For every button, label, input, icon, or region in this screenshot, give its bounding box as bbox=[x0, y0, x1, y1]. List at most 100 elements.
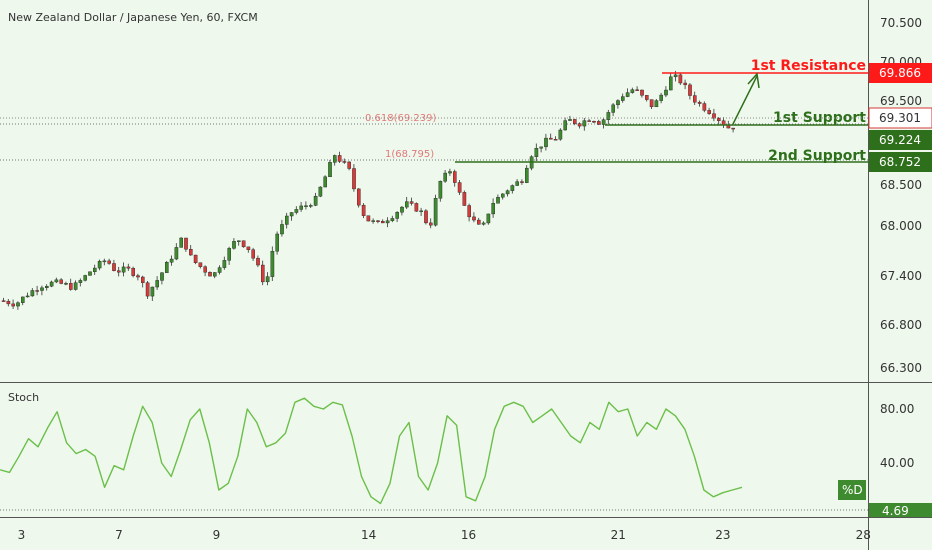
candle-up bbox=[448, 171, 452, 174]
candle-down bbox=[261, 264, 265, 283]
candle-down bbox=[553, 139, 558, 141]
candle-down bbox=[337, 155, 342, 162]
candle-up bbox=[558, 129, 563, 140]
candle-up bbox=[669, 76, 673, 91]
candle-up bbox=[525, 167, 529, 183]
candle-up bbox=[30, 290, 35, 297]
time-axis[interactable]: 3 7 9 14 16 21 23 28 bbox=[18, 528, 871, 542]
candle-up bbox=[443, 172, 448, 182]
level-price-tag-text: 68.752 bbox=[879, 155, 921, 169]
candle-up bbox=[227, 248, 232, 261]
candle-down bbox=[587, 120, 591, 122]
candle-up bbox=[222, 260, 227, 268]
candle-up bbox=[582, 120, 587, 127]
candle-up bbox=[155, 280, 160, 288]
candle-up bbox=[236, 240, 241, 242]
candle-up bbox=[496, 196, 500, 204]
candle-down bbox=[429, 222, 433, 226]
candle-down bbox=[462, 192, 467, 206]
time-tick-label: 7 bbox=[115, 528, 123, 542]
candle-up bbox=[179, 237, 184, 248]
candle-down bbox=[717, 117, 721, 121]
candle-up bbox=[299, 205, 304, 210]
candle-up bbox=[160, 272, 164, 281]
candle-up bbox=[400, 206, 404, 213]
candle-up bbox=[601, 119, 606, 125]
candle-down bbox=[549, 137, 553, 140]
candle-up bbox=[304, 205, 308, 207]
level-price-tag bbox=[869, 63, 932, 83]
candle-up bbox=[217, 267, 222, 273]
candle-down bbox=[246, 246, 251, 250]
candle-down bbox=[198, 262, 203, 267]
candle-down bbox=[688, 84, 692, 96]
candle-down bbox=[640, 89, 644, 96]
candle-down bbox=[477, 219, 481, 225]
price-axis[interactable]: 70.50070.00069.50068.50068.00067.40066.8… bbox=[868, 16, 932, 375]
candle-up bbox=[664, 89, 668, 96]
price-candles bbox=[1, 70, 735, 310]
candle-up bbox=[25, 295, 30, 298]
candle-up bbox=[97, 260, 102, 269]
candle-up bbox=[54, 279, 59, 283]
fib-level-label: 0.618(69.239) bbox=[365, 113, 437, 124]
candle-up bbox=[289, 212, 294, 217]
candle-up bbox=[309, 205, 313, 207]
candle-down bbox=[112, 263, 116, 271]
level-price-tag-text: 69.224 bbox=[879, 133, 921, 147]
candle-down bbox=[241, 240, 246, 248]
fib-level-label: 1(68.795) bbox=[385, 149, 434, 160]
candle-down bbox=[381, 221, 385, 224]
level-price-tag bbox=[869, 152, 932, 172]
candle-up bbox=[333, 155, 337, 163]
price-tick-label: 66.800 bbox=[880, 318, 922, 332]
candle-up bbox=[539, 146, 543, 149]
candle-up bbox=[169, 258, 174, 263]
candle-up bbox=[491, 202, 496, 215]
time-tick-label: 28 bbox=[856, 528, 871, 542]
candle-down bbox=[136, 275, 140, 278]
candle-up bbox=[673, 74, 678, 78]
price-tick-label: 68.500 bbox=[880, 178, 922, 192]
candle-down bbox=[597, 121, 601, 125]
candle-up bbox=[510, 185, 515, 191]
candle-up bbox=[64, 283, 68, 285]
candle-down bbox=[577, 123, 582, 127]
level-label: 1st Resistance bbox=[751, 58, 866, 74]
candle-up bbox=[419, 210, 424, 213]
candle-up bbox=[621, 96, 625, 101]
stoch-tick-label: 80.00 bbox=[880, 402, 914, 416]
candle-down bbox=[376, 220, 380, 222]
candle-up bbox=[563, 120, 567, 131]
candle-down bbox=[208, 272, 212, 277]
candle-down bbox=[645, 95, 649, 100]
level-price-tag bbox=[869, 130, 932, 150]
candle-down bbox=[592, 121, 596, 123]
candle-up bbox=[611, 104, 615, 113]
time-tick-label: 16 bbox=[461, 528, 476, 542]
candle-up bbox=[395, 212, 400, 219]
candle-up bbox=[501, 193, 505, 198]
candle-down bbox=[635, 89, 639, 91]
candle-up bbox=[280, 224, 284, 235]
candle-up bbox=[150, 286, 155, 297]
candle-up bbox=[174, 247, 179, 260]
candle-down bbox=[693, 95, 697, 103]
candle-up bbox=[294, 209, 299, 213]
candle-up bbox=[313, 195, 318, 206]
candle-down bbox=[116, 270, 121, 273]
candle-up bbox=[318, 186, 323, 197]
candle-down bbox=[467, 205, 472, 218]
projection-arrow-line bbox=[732, 75, 758, 125]
candle-up bbox=[385, 220, 390, 224]
level-price-tag-text: 69.866 bbox=[879, 66, 921, 80]
candle-up bbox=[323, 176, 328, 188]
time-tick-label: 23 bbox=[715, 528, 730, 542]
candle-up bbox=[505, 190, 510, 195]
candle-down bbox=[59, 279, 63, 284]
candle-up bbox=[21, 296, 25, 303]
candle-up bbox=[433, 198, 438, 226]
